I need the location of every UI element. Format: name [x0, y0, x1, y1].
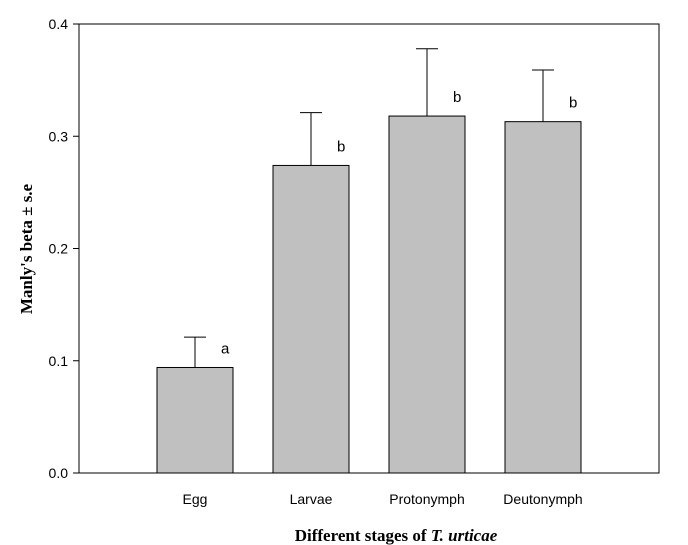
significance-letter: a — [221, 340, 230, 357]
y-tick-label: 0.4 — [49, 16, 69, 32]
y-tick-label: 0.2 — [49, 241, 69, 257]
significance-letter: b — [453, 89, 461, 106]
x-tick-label: Egg — [183, 491, 208, 507]
y-tick-label: 0.3 — [49, 128, 69, 144]
x-axis-title-species: T. urticae — [431, 526, 498, 545]
error-bars — [184, 48, 554, 368]
bar — [388, 115, 466, 474]
bars — [156, 115, 582, 474]
bar — [272, 164, 350, 474]
x-axis-title: Different stages of T. urticae — [295, 526, 498, 545]
x-tick-label: Larvae — [290, 491, 333, 507]
x-axis-title-prefix: Different stages of — [295, 526, 431, 545]
y-axis: 0.0 0.1 0.2 0.3 0.4 — [49, 16, 79, 481]
bar — [504, 121, 582, 474]
x-tick-label: Protonymph — [389, 491, 464, 507]
bar — [156, 366, 234, 474]
significance-letter: b — [569, 95, 577, 112]
y-tick-label: 0.0 — [49, 465, 69, 481]
significance-labels: a b b b — [221, 89, 577, 357]
significance-letter: b — [337, 138, 345, 155]
y-tick-label: 0.1 — [49, 353, 69, 369]
x-tick-label: Deutonymph — [503, 491, 582, 507]
x-axis: Egg Larvae Protonymph Deutonymph — [183, 491, 583, 507]
y-axis-title: Manly's beta ± s.e — [17, 183, 36, 314]
